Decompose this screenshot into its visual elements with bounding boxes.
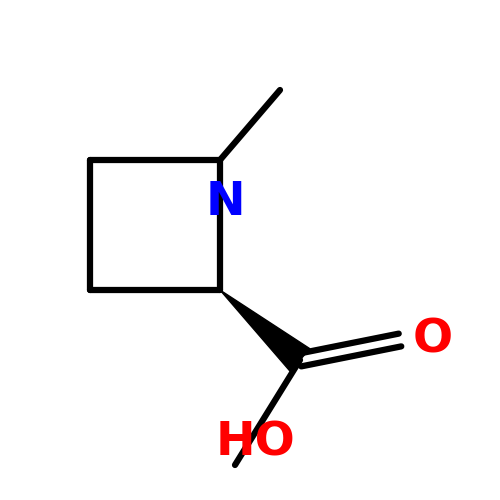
Text: O: O [412, 318, 453, 362]
Text: HO: HO [215, 420, 295, 465]
Text: N: N [205, 180, 245, 225]
Polygon shape [220, 290, 310, 372]
